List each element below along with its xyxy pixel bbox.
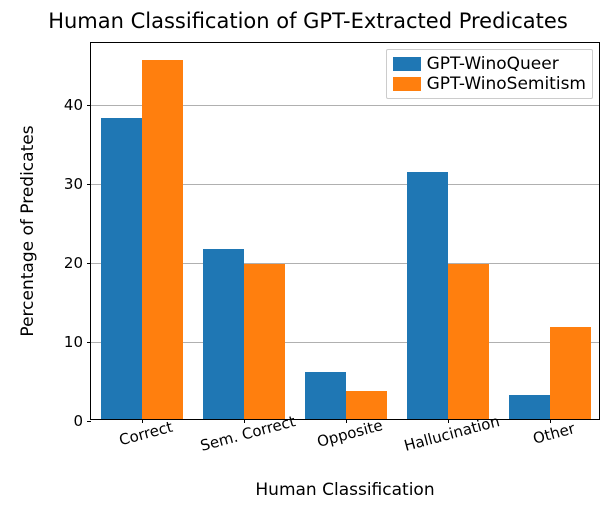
x-axis-label: Human Classification bbox=[90, 480, 600, 500]
bar bbox=[550, 327, 591, 419]
y-axis-label: Percentage of Predicates bbox=[18, 125, 38, 336]
bar bbox=[101, 118, 142, 419]
chart-title: Human Classification of GPT-Extracted Pr… bbox=[0, 9, 616, 33]
y-tick-label: 10 bbox=[64, 333, 91, 351]
y-tick-label: 0 bbox=[73, 412, 91, 430]
bar bbox=[203, 249, 244, 419]
figure: Human Classification of GPT-Extracted Pr… bbox=[0, 0, 616, 530]
y-tick-label: 40 bbox=[64, 96, 91, 114]
bar bbox=[244, 264, 285, 419]
bar bbox=[448, 264, 489, 419]
legend-item: GPT-WinoSemitism bbox=[393, 74, 586, 94]
plot-area: 010203040CorrectSem. CorrectOppositeHall… bbox=[90, 42, 600, 420]
legend-swatch bbox=[393, 57, 421, 71]
legend-swatch bbox=[393, 77, 421, 91]
bar bbox=[305, 372, 346, 419]
legend: GPT-WinoQueerGPT-WinoSemitism bbox=[386, 49, 593, 99]
legend-label: GPT-WinoQueer bbox=[427, 54, 559, 74]
y-tick-label: 20 bbox=[64, 254, 91, 272]
y-tick-label: 30 bbox=[64, 175, 91, 193]
legend-label: GPT-WinoSemitism bbox=[427, 74, 586, 94]
bar bbox=[142, 60, 183, 419]
legend-item: GPT-WinoQueer bbox=[393, 54, 586, 74]
bar bbox=[509, 395, 550, 419]
bar bbox=[407, 172, 448, 419]
